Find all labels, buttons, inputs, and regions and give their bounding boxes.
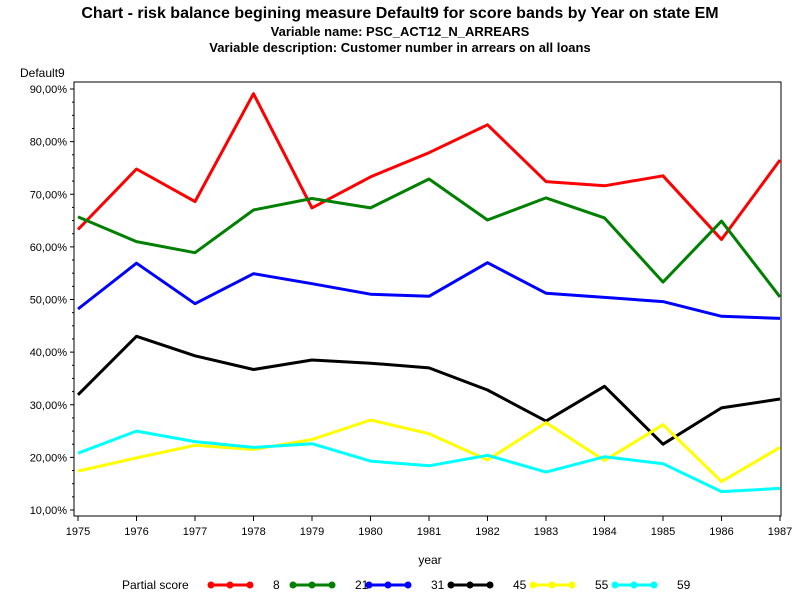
chart-subtitle: Variable name: PSC_ACT12_N_ARREARS [271, 24, 530, 39]
y-axis-label: Default9 [20, 66, 65, 80]
legend-label-21: 21 [355, 578, 369, 592]
y-tick-label: 80,00% [30, 137, 68, 149]
legend-marker [568, 581, 576, 589]
y-tick-label: 40,00% [30, 347, 68, 359]
x-tick-label: 1980 [358, 526, 382, 538]
series-line-45 [76, 334, 781, 446]
legend-label-45: 45 [513, 578, 527, 592]
y-tick-label: 50,00% [30, 295, 68, 307]
x-tick-label: 1984 [592, 526, 616, 538]
chart-subtitle-2: Variable description: Customer number in… [209, 40, 590, 55]
legend-marker [466, 581, 474, 589]
y-tick-label: 60,00% [30, 242, 68, 254]
legend-marker [611, 581, 619, 589]
series-line-59 [77, 429, 781, 494]
y-tick-label: 10,00% [30, 505, 68, 517]
legend-marker [630, 581, 638, 589]
x-tick-label: 1987 [768, 526, 792, 538]
legend-marker [328, 581, 336, 589]
legend-label-8: 8 [273, 578, 280, 592]
y-tick-label: 90,00% [30, 84, 68, 96]
legend-title: Partial score [122, 578, 189, 592]
plot-area [73, 81, 782, 517]
legend: Partial score 8 21 31 45 55 59 [122, 578, 691, 592]
x-tick-label: 1976 [124, 526, 148, 538]
y-axis: 10,00% 20,00% 30,00% 40,00% 50,00% 60,00% 70,0… [30, 84, 74, 517]
legend-marker [447, 581, 455, 589]
x-tick-label: 1986 [709, 526, 733, 538]
legend-marker [650, 581, 658, 589]
x-axis-label: year [418, 553, 441, 567]
legend-marker [289, 581, 297, 589]
series-line-31 [77, 261, 781, 320]
y-tick-label: 70,00% [30, 189, 68, 201]
legend-marker [226, 581, 234, 589]
chart-title: Chart - risk balance begining measure De… [81, 5, 718, 22]
x-tick-label: 1979 [300, 526, 324, 538]
y-tick-label: 20,00% [30, 452, 68, 464]
legend-marker [308, 581, 316, 589]
series-line-21 [77, 177, 782, 298]
legend-label-59: 59 [677, 578, 691, 592]
legend-marker [207, 581, 215, 589]
legend-marker [404, 581, 412, 589]
x-tick-label: 1982 [475, 526, 499, 538]
x-tick-label: 1975 [66, 526, 90, 538]
legend-marker [548, 581, 556, 589]
series-lines [76, 92, 782, 494]
legend-label-31: 31 [431, 578, 445, 592]
series-line-55 [77, 418, 781, 484]
legend-marker [246, 581, 254, 589]
x-tick-label: 1985 [651, 526, 675, 538]
legend-marker [365, 581, 373, 589]
x-tick-label: 1981 [417, 526, 441, 538]
legend-marker [384, 581, 392, 589]
x-axis: 1975 1976 1977 1978 1979 1980 1981 1982 1983 1984… [66, 516, 792, 538]
x-tick-label: 1977 [183, 526, 207, 538]
x-tick-label: 1978 [241, 526, 265, 538]
x-tick-label: 1983 [534, 526, 558, 538]
legend-marker [486, 581, 494, 589]
legend-marker [529, 581, 537, 589]
y-tick-label: 30,00% [30, 400, 68, 412]
legend-label-55: 55 [595, 578, 609, 592]
series-line-8 [76, 92, 782, 241]
